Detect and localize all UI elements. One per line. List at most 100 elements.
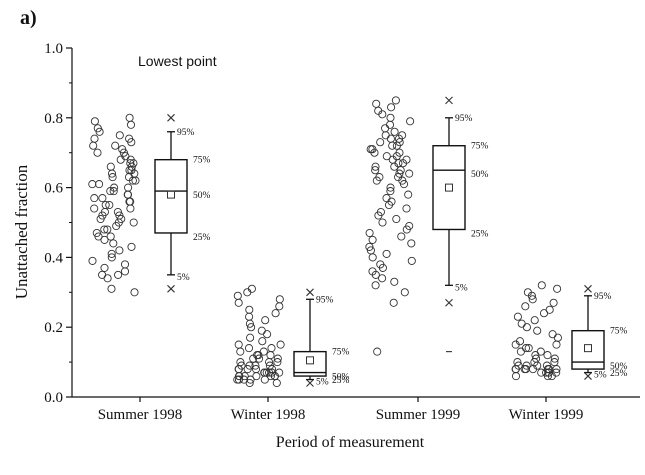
data-point xyxy=(119,148,128,157)
data-point xyxy=(93,148,102,157)
data-point xyxy=(371,166,380,175)
x-tick-label: Winter 1999 xyxy=(509,407,584,423)
y-tick-label: 0.0 xyxy=(44,390,63,406)
data-point xyxy=(275,302,284,311)
data-point xyxy=(406,117,415,126)
data-point xyxy=(536,347,545,356)
data-point xyxy=(384,200,394,210)
percentile-label-p25: 25% xyxy=(193,233,211,243)
data-point xyxy=(109,239,118,248)
data-point xyxy=(107,284,116,293)
data-point xyxy=(98,270,107,279)
data-point xyxy=(261,316,270,325)
percentile-label-p95: 95% xyxy=(177,128,195,138)
box xyxy=(154,158,188,234)
data-point xyxy=(246,333,255,342)
data-point xyxy=(382,249,391,258)
data-point xyxy=(116,155,125,164)
data-point xyxy=(391,96,400,105)
y-tick-label: 0.4 xyxy=(44,250,63,266)
percentile-label-p25: 25% xyxy=(610,369,628,379)
data-point xyxy=(372,99,381,108)
data-point xyxy=(107,169,117,178)
y-tick-label: 0.6 xyxy=(44,181,63,197)
data-point xyxy=(365,228,374,238)
data-point xyxy=(392,214,401,224)
data-point xyxy=(275,295,284,304)
percentile-label-p95: 95% xyxy=(455,114,473,124)
data-point xyxy=(553,333,562,342)
data-point xyxy=(266,351,275,360)
data-point xyxy=(511,340,520,349)
percentile-label-p75: 75% xyxy=(610,327,628,337)
data-point xyxy=(107,249,116,258)
data-point xyxy=(524,344,533,353)
x-tick-label: Summer 1998 xyxy=(98,407,183,423)
data-point xyxy=(533,326,542,335)
data-point xyxy=(112,221,121,231)
data-point xyxy=(539,309,549,318)
data-point xyxy=(407,256,416,265)
data-point xyxy=(103,274,112,283)
data-point xyxy=(95,127,104,136)
box xyxy=(293,350,327,377)
group-summer-1999: 95% 75% 50% 25% 5% xyxy=(365,96,489,356)
data-point xyxy=(246,375,255,384)
mean-marker xyxy=(167,190,175,199)
data-point xyxy=(115,131,124,140)
data-point xyxy=(108,173,117,182)
data-point xyxy=(395,169,404,178)
data-point xyxy=(245,319,254,328)
data-point xyxy=(263,330,272,339)
axes: 0.0 0.2 0.4 0.6 0.8 1.0 Summer 1998 Winter 1998… xyxy=(44,41,640,423)
percentile-label-p75: 75% xyxy=(471,142,489,152)
data-point xyxy=(233,291,242,300)
data-point xyxy=(96,214,105,224)
min-marker xyxy=(445,298,453,307)
data-point xyxy=(103,225,112,234)
data-point xyxy=(234,298,243,307)
data-point xyxy=(370,148,379,157)
x-tick-label: Winter 1998 xyxy=(231,407,306,423)
data-point xyxy=(252,372,261,381)
data-point xyxy=(255,354,264,363)
percentile-label-p5: 5% xyxy=(177,273,190,283)
data-point xyxy=(386,183,395,192)
data-point xyxy=(245,378,254,388)
y-axis-label: Unattached fraction xyxy=(12,164,31,299)
data-point xyxy=(258,337,267,346)
data-point xyxy=(233,375,242,384)
data-point xyxy=(378,110,387,119)
data-point xyxy=(106,232,115,241)
x-axis-label: Period of measurement xyxy=(276,434,425,451)
max-marker xyxy=(445,96,453,105)
data-point xyxy=(372,176,381,185)
data-point xyxy=(543,372,552,381)
x-tick-label: Summer 1999 xyxy=(376,407,461,423)
data-point xyxy=(243,365,252,374)
data-point xyxy=(378,263,387,272)
data-point xyxy=(128,176,137,185)
percentile-label-p95: 95% xyxy=(594,292,612,302)
data-point xyxy=(90,134,99,143)
data-point xyxy=(111,141,120,150)
min-marker xyxy=(584,372,592,380)
data-point xyxy=(386,187,395,196)
data-point xyxy=(114,270,123,279)
data-point xyxy=(100,225,109,234)
data-point xyxy=(129,218,138,227)
data-point xyxy=(126,204,135,213)
data-point xyxy=(245,305,254,314)
y-tick-label: 0.2 xyxy=(44,320,63,336)
data-point xyxy=(257,326,266,335)
data-point xyxy=(396,166,405,175)
percentile-label-p50: 50% xyxy=(471,170,489,180)
data-point xyxy=(127,242,136,251)
data-point xyxy=(371,270,380,279)
data-point xyxy=(402,204,411,213)
data-point xyxy=(243,288,252,297)
data-point xyxy=(371,281,380,290)
percentile-label-p5: 5% xyxy=(455,283,468,293)
data-point xyxy=(378,218,387,227)
